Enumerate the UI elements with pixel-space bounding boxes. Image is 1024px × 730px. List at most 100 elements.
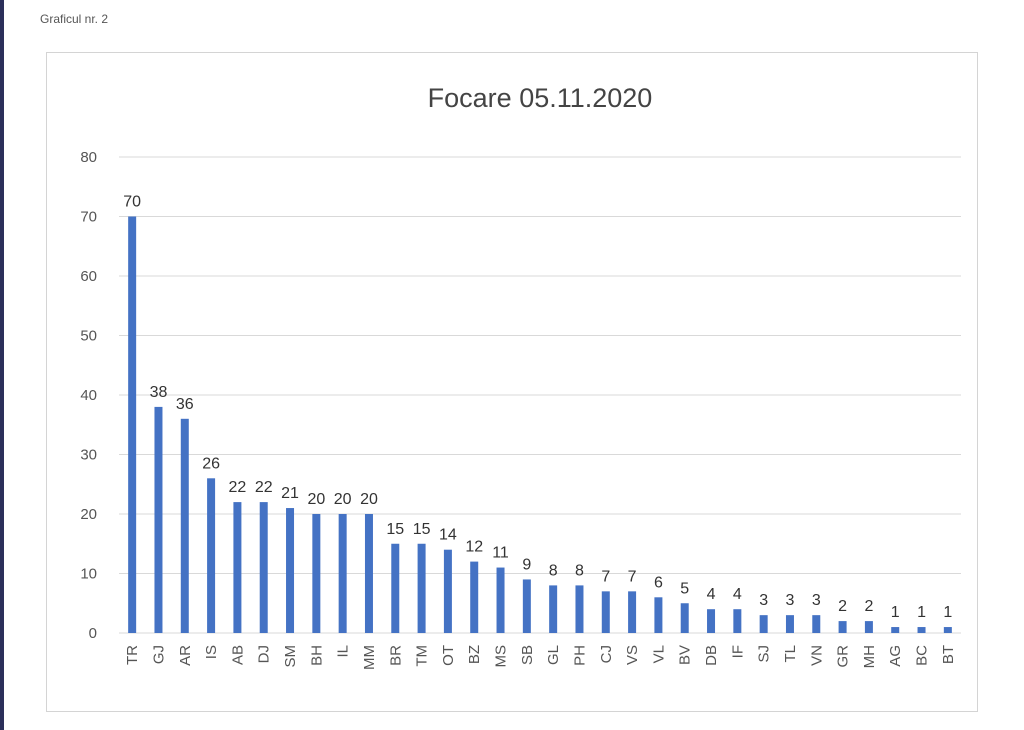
bar-is — [207, 478, 216, 633]
x-tick-label-dj: DJ — [256, 645, 273, 663]
data-label-ar: 36 — [176, 396, 194, 413]
data-label-cj: 7 — [601, 568, 610, 585]
data-label-mh: 2 — [864, 598, 873, 615]
data-label-vn: 3 — [812, 592, 821, 609]
y-tick-label: 20 — [80, 506, 97, 523]
y-tick-label: 50 — [80, 328, 97, 345]
left-border-rule — [0, 0, 4, 730]
x-tick-label-bh: BH — [308, 645, 325, 666]
bar-gj — [154, 406, 163, 633]
y-axis-ticks: 0 10 20 30 40 50 60 70 80 — [80, 149, 97, 642]
x-tick-label-br: BR — [387, 645, 404, 666]
gridlines — [119, 156, 961, 634]
data-label-vs: 7 — [628, 568, 637, 585]
y-tick-label: 80 — [80, 149, 97, 166]
bar-gr — [838, 621, 847, 633]
x-tick-label-sm: SM — [282, 645, 299, 668]
data-label-dj: 22 — [255, 479, 273, 496]
data-label-bt: 1 — [943, 604, 952, 621]
data-label-il: 20 — [334, 491, 352, 508]
bar-sb — [522, 579, 531, 633]
data-label-vl: 6 — [654, 574, 663, 591]
bar-bh — [312, 514, 321, 633]
data-label-sj: 3 — [759, 592, 768, 609]
data-label-ph: 8 — [575, 562, 584, 579]
bar-ms — [496, 567, 505, 633]
bar-il — [338, 514, 347, 633]
data-label-ab: 22 — [229, 479, 247, 496]
bar-tr — [128, 216, 137, 633]
x-tick-label-bc: BC — [914, 645, 931, 666]
x-tick-label-cj: CJ — [598, 645, 615, 663]
y-tick-label: 40 — [80, 387, 97, 404]
x-tick-label-ar: AR — [177, 645, 194, 666]
x-tick-label-gl: GL — [545, 645, 562, 665]
x-tick-label-mh: MH — [861, 645, 878, 668]
data-label-mm: 20 — [360, 491, 378, 508]
bar-sm — [286, 508, 295, 633]
y-tick-label: 70 — [80, 209, 97, 226]
x-tick-label-tl: TL — [782, 645, 799, 663]
bar-ot — [443, 549, 452, 633]
bar-ag — [891, 627, 900, 633]
data-label-tl: 3 — [786, 592, 795, 609]
x-tick-label-ab: AB — [229, 645, 246, 665]
bar-bt — [943, 627, 952, 633]
bar-db — [707, 609, 716, 633]
bar-gl — [549, 585, 558, 633]
x-tick-label-gj: GJ — [150, 645, 167, 664]
x-tick-label-if: IF — [729, 645, 746, 658]
bar-sj — [759, 615, 768, 633]
x-tick-label-ag: AG — [887, 645, 904, 667]
data-label-ot: 14 — [439, 527, 457, 544]
y-tick-label: 0 — [89, 625, 97, 642]
data-label-br: 15 — [386, 521, 404, 538]
data-label-sb: 9 — [522, 556, 531, 573]
data-label-bh: 20 — [307, 491, 325, 508]
x-axis-ticks: TR GJ AR IS AB DJ SM BH IL MM BR TM OT BZ MS SB GL PH CJ VS… — [124, 645, 957, 670]
data-label-ms: 11 — [492, 545, 509, 562]
data-label-gj: 38 — [150, 384, 168, 401]
y-tick-label: 10 — [80, 566, 97, 583]
bar-dj — [259, 502, 268, 633]
bar-tl — [785, 615, 794, 633]
x-tick-label-gr: GR — [835, 645, 852, 668]
bar-br — [391, 543, 400, 633]
x-tick-label-vs: VS — [624, 645, 641, 665]
x-tick-label-sb: SB — [519, 645, 536, 665]
bar-ab — [233, 502, 242, 633]
bar-if — [733, 609, 742, 633]
bar-vn — [812, 615, 821, 633]
bar-tm — [417, 543, 426, 633]
chart-frame: Focare 05.11.2020 0 10 20 30 40 50 60 70 80 70 38… — [46, 52, 978, 712]
bar-bz — [470, 561, 479, 633]
chart-title: Focare 05.11.2020 — [428, 83, 653, 113]
data-label-if: 4 — [733, 586, 742, 603]
x-tick-label-bv: BV — [677, 645, 694, 665]
x-tick-label-il: IL — [335, 645, 352, 658]
x-tick-label-vn: VN — [808, 645, 825, 666]
x-tick-label-vl: VL — [650, 645, 667, 663]
x-tick-label-db: DB — [703, 645, 720, 666]
bar-mm — [364, 514, 373, 633]
data-label-gl: 8 — [549, 562, 558, 579]
data-label-tr: 70 — [123, 194, 141, 211]
bar-bv — [680, 603, 689, 633]
x-tick-label-bt: BT — [940, 645, 957, 664]
x-tick-label-sj: SJ — [756, 645, 773, 663]
x-tick-label-tm: TM — [414, 645, 431, 667]
bar-mh — [864, 621, 873, 633]
data-label-gr: 2 — [838, 598, 847, 615]
bar-vs — [628, 591, 637, 633]
x-tick-label-tr: TR — [124, 645, 141, 665]
bar-ar — [180, 418, 189, 633]
data-label-tm: 15 — [413, 521, 431, 538]
bar-ph — [575, 585, 584, 633]
x-tick-label-ph: PH — [571, 645, 588, 666]
data-label-bz: 12 — [465, 539, 483, 556]
chart-caption: Graficul nr. 2 — [40, 12, 109, 26]
bars — [128, 216, 952, 633]
x-tick-label-is: IS — [203, 645, 220, 659]
